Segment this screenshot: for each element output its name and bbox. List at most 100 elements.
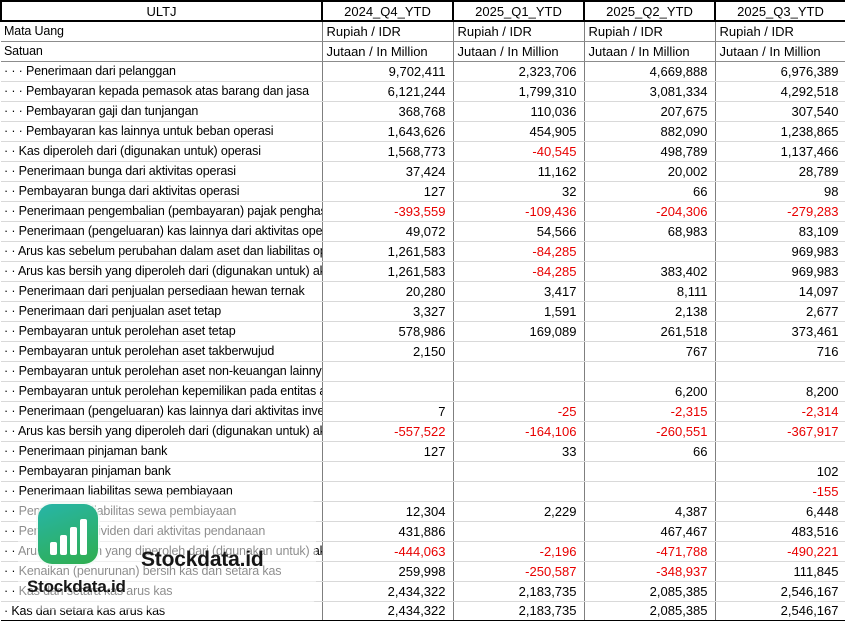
value-cell: 6,448 — [715, 501, 845, 522]
table-row: · · Pembayaran untuk perolehan aset teta… — [1, 321, 845, 342]
value-cell: 2,085,385 — [584, 601, 716, 621]
value-cell: -490,221 — [715, 541, 845, 562]
value-cell: -471,788 — [584, 541, 716, 562]
table-row: · · Penerimaan dari penjualan aset tetap… — [1, 301, 845, 322]
value-cell: 578,986 — [322, 321, 454, 342]
table-row: · · Kenaikan (penurunan) bersih kas dan … — [1, 561, 845, 582]
value-cell: -250,587 — [453, 561, 585, 582]
table-row: · · · Pembayaran kas lainnya untuk beban… — [1, 121, 845, 142]
row-label: · · Arus kas bersih yang diperoleh dari … — [1, 261, 323, 282]
table-row: · · Penerimaan (pengeluaran) kas lainnya… — [1, 401, 845, 422]
value-cell: 49,072 — [322, 221, 454, 242]
value-cell: -204,306 — [584, 201, 716, 222]
value-cell — [453, 521, 585, 542]
table-row: · · · Penerimaan dari pelanggan 9,702,411… — [1, 61, 845, 82]
value-cell: 32 — [453, 181, 585, 202]
value-cell: 8,111 — [584, 281, 716, 302]
value-cell — [453, 381, 585, 402]
value-cell: -348,937 — [584, 561, 716, 582]
row-label: · · · Pembayaran kas lainnya untuk beban… — [1, 121, 323, 142]
table-row: · Kas dan setara kas arus kas 2,434,322 2,… — [1, 601, 845, 621]
meta-row-label: Mata Uang — [1, 21, 323, 42]
row-label: · · Penerimaan bunga dari aktivitas oper… — [1, 161, 323, 182]
value-cell: 110,036 — [453, 101, 585, 122]
meta-value-cell: Rupiah / IDR — [584, 21, 716, 42]
value-cell: 368,768 — [322, 101, 454, 122]
value-cell: 716 — [715, 341, 845, 362]
value-cell: 2,434,322 — [322, 601, 454, 621]
row-label: · · Penerimaan (pengeluaran) kas lainnya… — [1, 221, 323, 242]
table-row: · · Arus kas bersih yang diperoleh dari … — [1, 421, 845, 442]
value-cell: 2,546,167 — [715, 601, 845, 621]
row-label: · · Arus kas bersih yang diperoleh dari … — [1, 421, 323, 442]
value-cell: 261,518 — [584, 321, 716, 342]
value-cell: 4,387 — [584, 501, 716, 522]
value-cell: 207,675 — [584, 101, 716, 122]
table-row: · · Kas dan setara kas arus kas 2,434,322… — [1, 581, 845, 602]
value-cell: 2,434,322 — [322, 581, 454, 602]
table-row: · · Pembayaran dividen dari aktivitas pe… — [1, 521, 845, 542]
value-cell: 483,516 — [715, 521, 845, 542]
value-cell: 66 — [584, 441, 716, 462]
value-cell: -393,559 — [322, 201, 454, 222]
value-cell: 1,591 — [453, 301, 585, 322]
value-cell: 20,280 — [322, 281, 454, 302]
row-label: · · Pembayaran untuk perolehan kepemilik… — [1, 381, 323, 402]
value-cell: -444,063 — [322, 541, 454, 562]
value-cell: 9,702,411 — [322, 61, 454, 82]
value-cell: 4,669,888 — [584, 61, 716, 82]
value-cell: 111,845 — [715, 561, 845, 582]
meta-row: Mata Uang Rupiah / IDR Rupiah / IDR Rupiah … — [1, 21, 845, 42]
table-row: · · Pembayaran untuk perolehan kepemilik… — [1, 381, 845, 402]
table-row: · · Pembayaran pinjaman bank 102 — [1, 461, 845, 482]
table-row: · · Penerimaan (pengeluaran) kas lainnya… — [1, 221, 845, 242]
value-cell: -84,285 — [453, 261, 585, 282]
value-cell: 1,238,865 — [715, 121, 845, 142]
row-label: · · · Pembayaran kepada pemasok atas bar… — [1, 81, 323, 102]
value-cell: 12,304 — [322, 501, 454, 522]
value-cell: 68,983 — [584, 221, 716, 242]
value-cell — [322, 481, 454, 502]
row-label: · · · Pembayaran gaji dan tunjangan — [1, 101, 323, 122]
value-cell: 20,002 — [584, 161, 716, 182]
watermark-brand-text: Stockdata.id — [141, 548, 264, 571]
meta-value-cell: Rupiah / IDR — [453, 21, 585, 42]
value-cell: 1,261,583 — [322, 261, 454, 282]
value-cell: 127 — [322, 181, 454, 202]
row-label: · · Pembayaran pinjaman bank — [1, 461, 323, 482]
column-header-q3-2025: 2025_Q3_YTD — [714, 0, 845, 22]
value-cell: 1,261,583 — [322, 241, 454, 262]
row-label: · · Penerimaan dari penjualan persediaan… — [1, 281, 323, 302]
value-cell: 3,327 — [322, 301, 454, 322]
row-label: · · Kas diperoleh dari (digunakan untuk)… — [1, 141, 323, 162]
watermark-brand-text-small: Stockdata.id — [27, 577, 126, 596]
value-cell: 98 — [715, 181, 845, 202]
table-row: · · · Pembayaran kepada pemasok atas bar… — [1, 81, 845, 102]
value-cell: 431,886 — [322, 521, 454, 542]
value-cell: 54,566 — [453, 221, 585, 242]
value-cell: 2,323,706 — [453, 61, 585, 82]
value-cell: 127 — [322, 441, 454, 462]
value-cell: 11,162 — [453, 161, 585, 182]
table-row: · · Pembayaran liabilitas sewa pembiayaa… — [1, 501, 845, 522]
value-cell: 66 — [584, 181, 716, 202]
meta-value-cell: Rupiah / IDR — [715, 21, 845, 42]
value-cell: 2,183,735 — [453, 601, 585, 621]
value-cell: 307,540 — [715, 101, 845, 122]
column-header-q1-2025: 2025_Q1_YTD — [452, 0, 585, 22]
table-row: · · Arus kas bersih yang diperoleh dari … — [1, 541, 845, 562]
value-cell: 3,081,334 — [584, 81, 716, 102]
value-cell: 2,183,735 — [453, 581, 585, 602]
value-cell: 383,402 — [584, 261, 716, 282]
row-label: · · Pembayaran bunga dari aktivitas oper… — [1, 181, 323, 202]
row-label: · · Penerimaan liabilitas sewa pembiayaa… — [1, 481, 323, 502]
table-row: · · Pembayaran untuk perolehan aset non-… — [1, 361, 845, 382]
value-cell: 259,998 — [322, 561, 454, 582]
value-cell — [322, 381, 454, 402]
meta-value-cell: Jutaan / In Million — [715, 41, 845, 62]
value-cell — [322, 461, 454, 482]
value-cell: -367,917 — [715, 421, 845, 442]
value-cell — [453, 341, 585, 362]
row-label: · Kas dan setara kas arus kas — [1, 601, 323, 621]
